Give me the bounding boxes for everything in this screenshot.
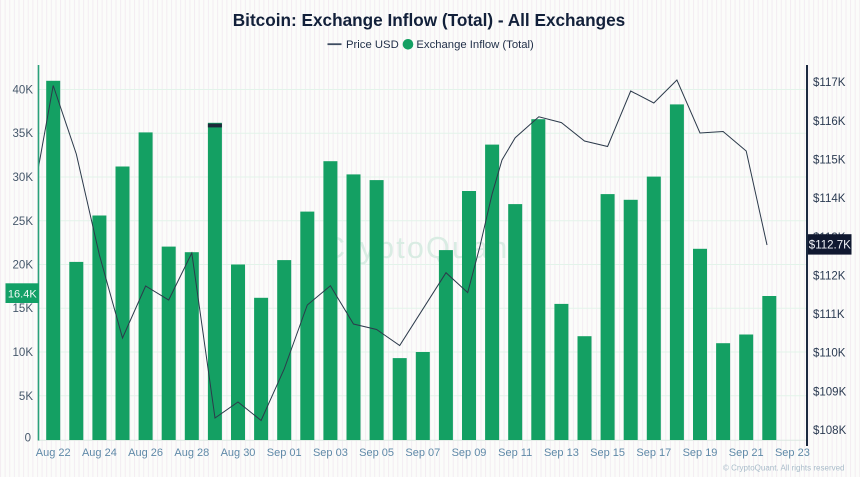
svg-text:Aug 22: Aug 22 xyxy=(36,447,71,459)
svg-text:Sep 05: Sep 05 xyxy=(359,447,394,459)
svg-text:Aug 30: Aug 30 xyxy=(221,447,256,459)
svg-text:Sep 17: Sep 17 xyxy=(636,447,671,459)
svg-text:$108K: $108K xyxy=(813,425,847,437)
svg-text:$115K: $115K xyxy=(813,155,846,167)
svg-text:Exchange Inflow (Total): Exchange Inflow (Total) xyxy=(416,39,534,51)
svg-text:Sep 03: Sep 03 xyxy=(313,447,348,459)
svg-text:Sep 13: Sep 13 xyxy=(544,447,579,459)
svg-text:$117K: $117K xyxy=(813,77,846,89)
svg-text:10K: 10K xyxy=(13,347,34,359)
svg-text:Aug 26: Aug 26 xyxy=(128,447,163,459)
svg-text:5K: 5K xyxy=(19,391,33,403)
svg-text:Price USD: Price USD xyxy=(346,39,399,51)
svg-text:Sep 11: Sep 11 xyxy=(498,447,532,459)
svg-text:40K: 40K xyxy=(13,85,34,97)
svg-text:15K: 15K xyxy=(13,303,34,315)
svg-text:Sep 19: Sep 19 xyxy=(683,447,718,459)
svg-text:Aug 24: Aug 24 xyxy=(82,447,117,459)
svg-text:$114K: $114K xyxy=(813,193,846,205)
svg-text:$112K: $112K xyxy=(813,270,846,282)
svg-text:$112.7K: $112.7K xyxy=(809,240,851,252)
svg-text:25K: 25K xyxy=(13,216,34,228)
svg-text:$109K: $109K xyxy=(813,386,847,398)
svg-text:Sep 07: Sep 07 xyxy=(405,447,440,459)
svg-text:$116K: $116K xyxy=(813,116,846,128)
svg-text:16.4K: 16.4K xyxy=(8,288,37,300)
svg-text:30K: 30K xyxy=(13,172,34,184)
svg-text:Sep 15: Sep 15 xyxy=(590,447,625,459)
svg-text:Sep 09: Sep 09 xyxy=(452,447,487,459)
svg-text:© CryptoQuant. All rights rese: © CryptoQuant. All rights reserved xyxy=(723,464,845,473)
svg-text:20K: 20K xyxy=(13,260,34,272)
svg-text:$110K: $110K xyxy=(813,348,846,360)
svg-text:Sep 01: Sep 01 xyxy=(267,447,302,459)
svg-text:Sep 21: Sep 21 xyxy=(729,447,764,459)
svg-text:0: 0 xyxy=(25,433,31,445)
svg-text:35K: 35K xyxy=(13,128,34,140)
svg-text:Sep 23: Sep 23 xyxy=(775,447,810,459)
svg-text:$111K: $111K xyxy=(813,309,845,321)
svg-text:Aug 28: Aug 28 xyxy=(174,447,209,459)
svg-text:Bitcoin: Exchange Inflow (Tota: Bitcoin: Exchange Inflow (Total) - All E… xyxy=(233,10,625,30)
